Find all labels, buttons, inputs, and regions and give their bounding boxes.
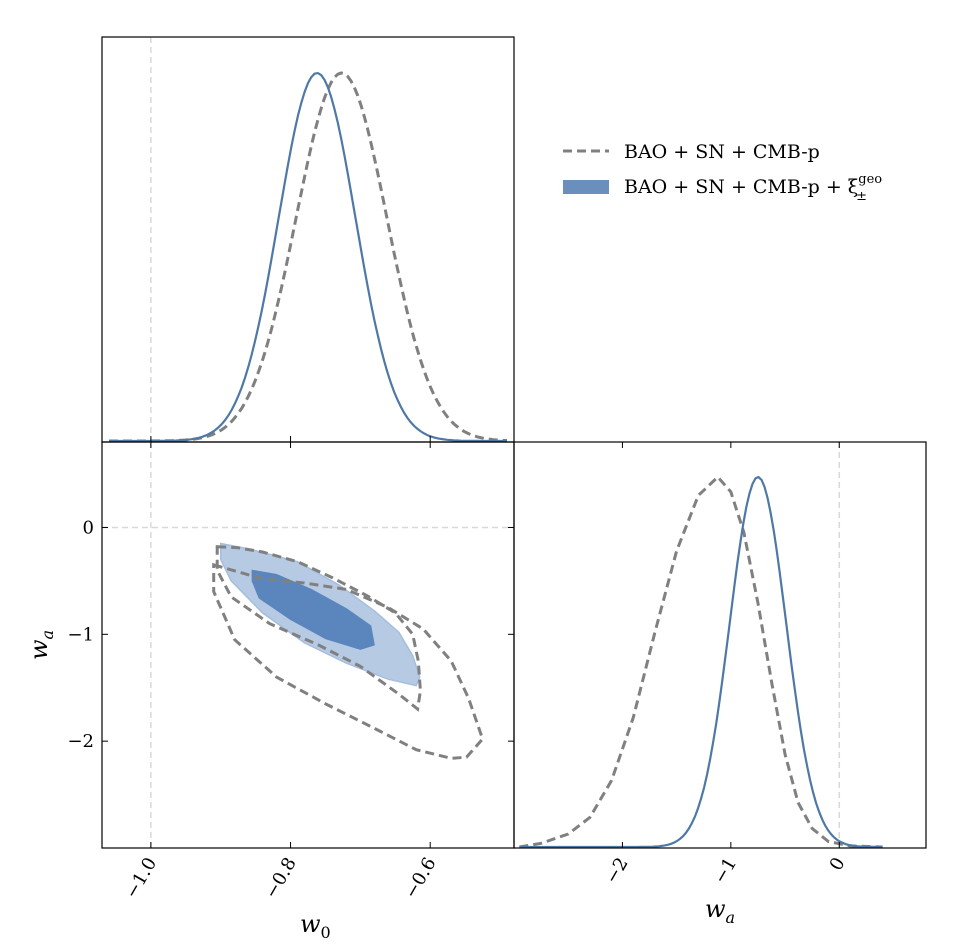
x-axis-label-w0: w0	[300, 910, 331, 942]
tick-label-wa-y: −1	[67, 624, 94, 645]
tick-label-wa-x: −2	[601, 854, 632, 887]
contour-baseline-95	[212, 562, 485, 760]
legend-label-combined-sup: geo	[858, 172, 882, 187]
frame-right	[513, 441, 927, 849]
y-axis-label-wa: wa	[25, 630, 57, 660]
legend-label-baseline: BAO + SN + CMB-p	[624, 141, 820, 163]
legend-swatch-combined	[563, 180, 609, 194]
tick-label-w0: −1.0	[121, 854, 161, 902]
series-baseline-wa-marginal	[519, 474, 883, 849]
series-baseline-w0-marginal	[109, 71, 508, 443]
tick-label-wa-y: 0	[83, 517, 94, 538]
panel-w0-marginal	[101, 36, 515, 443]
x-axis-label-wa: wa	[705, 895, 735, 927]
legend-label-combined-sub: ±	[856, 189, 867, 204]
tick-label-wa-x: −1	[710, 854, 741, 887]
legend-label-combined: BAO + SN + CMB-p + ξgeo ±	[624, 172, 882, 204]
tick-label-wa-x: 0	[826, 854, 850, 874]
panel-wa-marginal: −2 −1 0	[513, 441, 927, 887]
series-combined-w0-marginal	[109, 71, 507, 443]
panel-w0-wa-contours: −1.0 −0.8 −0.6 −2 −1 0	[67, 441, 515, 902]
tick-label-w0: −0.6	[400, 854, 440, 902]
contour-combined-68	[251, 569, 375, 650]
legend-label-combined-main: BAO + SN + CMB-p + ξ	[624, 176, 858, 198]
tick-label-w0: −0.8	[261, 854, 301, 902]
tick-label-wa-y: −2	[67, 731, 94, 752]
contour-baseline-68	[215, 545, 422, 712]
series-combined-wa-marginal	[519, 475, 883, 849]
frame-top	[101, 36, 515, 443]
legend: BAO + SN + CMB-p BAO + SN + CMB-p + ξgeo…	[563, 141, 882, 204]
